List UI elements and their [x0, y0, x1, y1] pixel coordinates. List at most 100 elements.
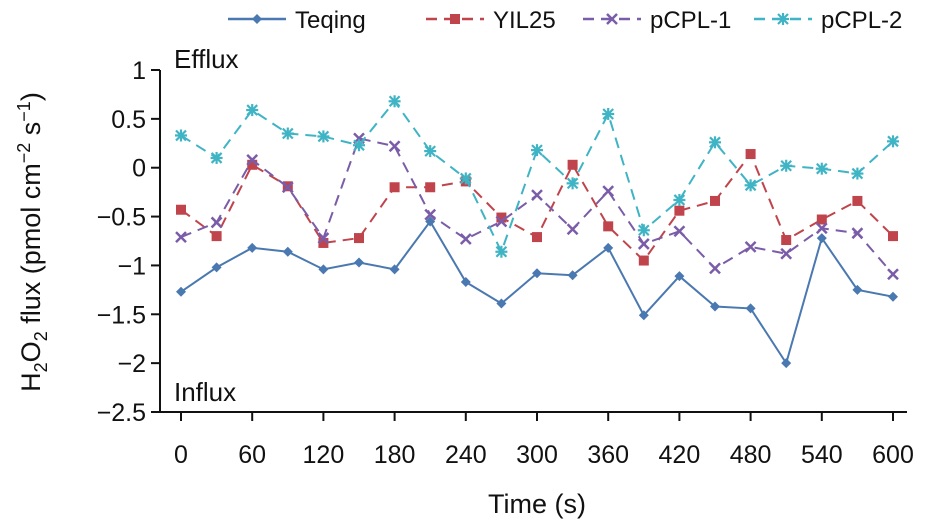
data-point: [638, 255, 649, 266]
data-point: [852, 195, 863, 206]
data-point: [637, 224, 650, 237]
data-point: [781, 235, 792, 246]
legend-entry: pCPL-1: [583, 7, 731, 34]
data-point: [531, 189, 543, 201]
data-point: [211, 262, 222, 273]
data-point: [816, 233, 827, 244]
data-point: [211, 231, 222, 242]
data-point: [637, 238, 650, 250]
y-tick-label: 0.5: [111, 106, 146, 134]
y-label-sup2: −1: [14, 101, 34, 122]
x-tick-label: 180: [374, 441, 416, 469]
data-point: [424, 208, 437, 221]
data-point: [603, 242, 614, 253]
series-line: [180, 99, 894, 255]
data-point: [388, 140, 401, 153]
y-label-sub2: 2: [31, 331, 51, 341]
x-tick-label: 600: [872, 441, 914, 469]
x-tick-label: 540: [801, 441, 843, 469]
legend-label: YIL25: [493, 7, 556, 34]
annotation-influx: Influx: [174, 377, 236, 407]
data-point: [744, 240, 757, 253]
legend-marker: [777, 13, 789, 25]
data-point: [851, 167, 864, 180]
y-tick-label: −2: [117, 350, 146, 378]
data-point: [317, 130, 330, 143]
y-label-mid: O: [16, 341, 46, 362]
legend-label: pCPL-2: [821, 7, 902, 34]
data-point: [851, 227, 864, 240]
y-label-text: flux (pmol cm: [16, 163, 46, 331]
data-point: [424, 145, 437, 158]
x-tick-label: 240: [445, 441, 487, 469]
x-tick-label: 60: [238, 441, 266, 469]
data-point: [354, 257, 364, 268]
x-tick-label: 300: [516, 441, 558, 469]
data-point: [459, 172, 472, 185]
legend-label: pCPL-1: [650, 7, 731, 34]
data-point: [888, 231, 898, 242]
data-point: [781, 358, 792, 369]
x-tick-label: 360: [587, 441, 629, 469]
x-tick-label: 480: [730, 441, 772, 469]
y-tick-label: −1.5: [97, 301, 146, 329]
data-point: [567, 270, 578, 281]
data-point: [176, 204, 186, 215]
data-point: [281, 127, 294, 140]
data-point: [425, 216, 436, 227]
y-tick-label: 0: [132, 155, 146, 183]
legend: Teqing YIL25 pCPL-1 pCPL-2: [228, 7, 902, 34]
data-point: [175, 129, 187, 142]
data-point: [459, 233, 472, 245]
data-point: [816, 214, 827, 225]
data-point: [566, 177, 579, 190]
y-label-sup1: −2: [14, 143, 34, 164]
series-pcpl-2: [175, 95, 899, 258]
data-point: [710, 195, 720, 206]
y-label-end: ): [16, 92, 46, 101]
series-pcpl-1: [175, 132, 899, 281]
data-point: [815, 162, 828, 175]
y-axis-title: H2O2 flux (pmol cm−2 s−1): [14, 92, 51, 392]
data-point: [532, 268, 542, 279]
legend-entry: YIL25: [426, 7, 556, 34]
legend-marker: [606, 13, 618, 25]
legend-marker: [450, 14, 460, 24]
data-point: [566, 223, 579, 236]
data-point: [247, 159, 258, 170]
data-point: [495, 245, 508, 258]
legend-label: Teqing: [295, 7, 366, 34]
legend-entry: pCPL-2: [754, 7, 902, 34]
data-point: [318, 237, 329, 248]
axes: 1 0.5 0 −0.5 −1 −1.5 −2 −2.5 0 60 120 180 240 300 360 4…: [97, 57, 914, 469]
data-point: [246, 154, 259, 166]
data-point: [176, 286, 186, 297]
y-label-prefix: H: [16, 372, 46, 392]
data-point: [674, 271, 685, 282]
data-point: [389, 182, 400, 193]
y-tick-label: −0.5: [97, 204, 146, 232]
y-tick-label: −2.5: [97, 399, 146, 427]
series-teqing: [176, 216, 898, 369]
data-point: [246, 104, 259, 117]
data-point: [532, 232, 542, 243]
y-tick-label: −1: [117, 252, 146, 280]
data-point: [673, 225, 686, 238]
legend-entry: Teqing: [228, 7, 366, 34]
data-point: [852, 284, 863, 295]
data-point: [175, 231, 187, 243]
data-point: [602, 185, 615, 198]
data-point: [210, 151, 223, 164]
data-point: [496, 298, 507, 309]
data-point: [282, 246, 293, 257]
data-point: [709, 136, 721, 149]
data-point: [745, 149, 756, 160]
data-point: [567, 159, 578, 170]
data-point: [709, 262, 721, 275]
x-axis-title: Time (s): [488, 489, 586, 519]
data-point: [495, 215, 508, 228]
data-point: [496, 212, 507, 223]
y-label-sub1: 2: [31, 362, 51, 372]
y-label-text2: s: [16, 122, 46, 143]
data-point: [887, 268, 899, 281]
